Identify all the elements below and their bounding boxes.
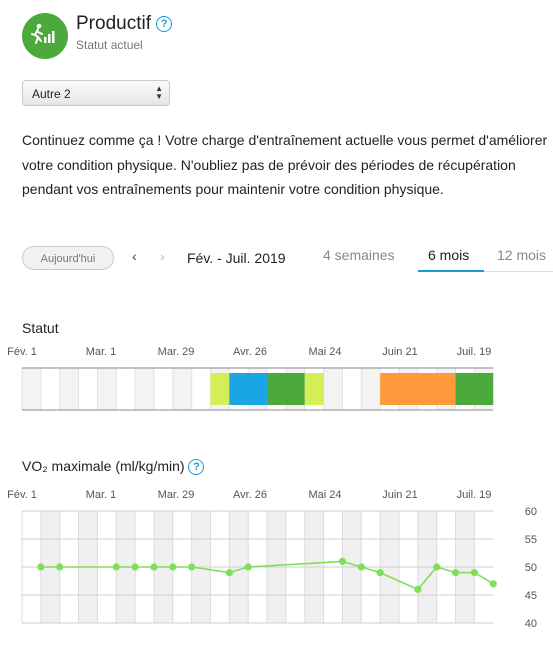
status-segment xyxy=(380,373,456,405)
vo2-data-point xyxy=(131,563,139,571)
status-title: Productif ? xyxy=(76,13,173,35)
today-button[interactable]: Aujourd'hui xyxy=(22,246,114,270)
vo2-data-point xyxy=(225,569,233,577)
status-title-text: Productif xyxy=(76,13,151,34)
tab-12-months[interactable]: 12 mois xyxy=(497,247,547,263)
vo2-data-point xyxy=(470,569,478,577)
status-segment xyxy=(304,373,324,405)
x-tick-label: Juin 21 xyxy=(382,489,417,501)
status-month-label: Fév. 1 xyxy=(7,346,37,358)
status-segment xyxy=(210,373,230,405)
chevron-right-icon[interactable]: › xyxy=(160,248,165,264)
status-week-band xyxy=(191,368,211,410)
select-arrows-icon: ▲ ▼ xyxy=(155,84,163,101)
vo2-data-point xyxy=(112,563,120,571)
vo2-data-point xyxy=(169,563,177,571)
vo2-title-text: VO₂ maximale (ml/kg/min) xyxy=(22,458,185,474)
y-tick-label: 45 xyxy=(525,590,537,602)
status-month-label: Mar. 29 xyxy=(158,346,195,358)
status-week-band xyxy=(22,368,41,410)
vo2-data-point xyxy=(433,563,441,571)
status-week-band xyxy=(116,368,136,410)
status-month-label: Mai 24 xyxy=(308,346,341,358)
question-circle-icon[interactable]: ? xyxy=(188,459,205,476)
status-week-band xyxy=(153,368,173,410)
y-tick-label: 60 xyxy=(525,506,537,518)
status-month-label: Mar. 1 xyxy=(86,346,117,358)
status-week-band xyxy=(78,368,98,410)
status-chart: Fév. 1 Mar. 1 Mar. 29 Avr. 26 Mai 24 Juin 21 J… xyxy=(7,346,494,411)
status-chart-title: Statut xyxy=(22,320,59,336)
x-tick-label: Mar. 29 xyxy=(158,489,195,501)
vo2-data-point xyxy=(56,563,64,571)
runner-bars-icon xyxy=(31,23,55,44)
vo2-data-point xyxy=(357,563,365,571)
status-icon xyxy=(22,13,68,59)
activity-select-value: Autre 2 xyxy=(32,87,71,101)
x-tick-label: Juil. 19 xyxy=(457,489,492,501)
y-tick-label: 40 xyxy=(525,618,537,630)
vo2-data-point xyxy=(489,580,497,588)
tabs-divider xyxy=(484,271,553,272)
status-week-band xyxy=(59,368,79,410)
status-subtitle: Statut actuel xyxy=(76,38,143,52)
status-month-label: Avr. 26 xyxy=(233,346,267,358)
status-week-band xyxy=(40,368,60,410)
status-week-band xyxy=(323,368,343,410)
chevron-left-icon[interactable]: ‹ xyxy=(132,248,137,264)
x-tick-label: Mai 24 xyxy=(308,489,341,501)
tab-4-weeks[interactable]: 4 semaines xyxy=(323,247,395,263)
x-tick-label: Fév. 1 xyxy=(7,489,37,501)
x-tick-label: Mar. 1 xyxy=(86,489,117,501)
question-circle-icon[interactable]: ? xyxy=(156,15,173,32)
status-week-band xyxy=(135,368,154,410)
vo2-data-point xyxy=(37,563,45,571)
status-week-band xyxy=(342,368,362,410)
vo2-data-point xyxy=(244,563,252,571)
y-tick-label: 55 xyxy=(525,534,537,546)
vo2-data-point xyxy=(150,563,158,571)
vo2-data-point xyxy=(414,585,422,593)
status-segment xyxy=(455,373,494,405)
x-tick-label: Avr. 26 xyxy=(233,489,267,501)
vo2-data-point xyxy=(188,563,196,571)
vo2-data-point xyxy=(451,569,460,577)
status-month-label: Juil. 19 xyxy=(457,346,492,358)
status-week-band xyxy=(361,368,381,410)
status-description: Continuez comme ça ! Votre charge d'entr… xyxy=(22,132,548,197)
y-tick-label: 50 xyxy=(525,562,537,574)
period-label: Fév. - Juil. 2019 xyxy=(187,250,286,266)
active-tab-indicator xyxy=(418,270,484,272)
tab-6-months[interactable]: 6 mois xyxy=(428,247,470,263)
status-month-label: Juin 21 xyxy=(382,346,417,358)
vo2-chart-title: VO₂ maximale (ml/kg/min) ? xyxy=(22,458,205,476)
vo2-chart: Fév. 1 Mar. 1 Mar. 29 Avr. 26 Mai 24 Juin 21 J… xyxy=(7,489,537,630)
vo2-data-point xyxy=(376,569,384,577)
vo2-data-point xyxy=(338,557,347,565)
status-week-band xyxy=(97,368,117,410)
status-segment xyxy=(267,373,305,405)
activity-select[interactable]: Autre 2 ▲ ▼ xyxy=(22,80,170,106)
status-week-band xyxy=(172,368,192,410)
status-segment xyxy=(229,373,268,405)
